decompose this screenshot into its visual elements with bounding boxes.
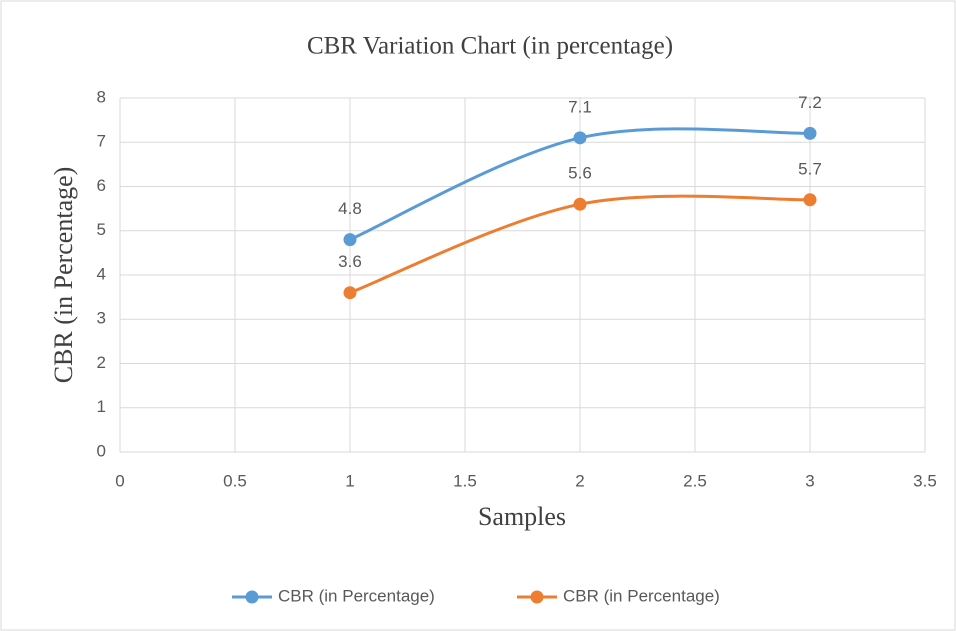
data-label: 3.6 [338, 252, 362, 271]
data-label: 4.8 [338, 199, 362, 218]
y-tick-label: 7 [97, 132, 106, 151]
x-axis-title: Samples [478, 502, 566, 531]
x-tick-label: 3.5 [913, 471, 937, 490]
x-tick-label: 2.5 [683, 471, 707, 490]
x-tick-label: 1 [345, 471, 354, 490]
data-label: 5.6 [568, 164, 592, 183]
data-point [343, 286, 357, 300]
y-tick-label: 2 [97, 353, 106, 372]
data-label: 5.7 [798, 159, 822, 178]
x-tick-label: 0 [115, 471, 124, 490]
data-point [573, 197, 587, 211]
y-tick-label: 6 [97, 176, 106, 195]
x-tick-label: 2 [575, 471, 584, 490]
data-point [803, 193, 817, 207]
chart-title: CBR Variation Chart (in percentage) [307, 33, 673, 60]
y-tick-label: 1 [97, 397, 106, 416]
data-point [573, 131, 587, 145]
y-tick-label: 4 [97, 264, 106, 283]
x-tick-label: 1.5 [453, 471, 477, 490]
y-tick-label: 8 [97, 87, 106, 106]
y-tick-label: 5 [97, 220, 106, 239]
data-point [803, 126, 817, 140]
legend-label: CBR (in Percentage) [278, 586, 435, 605]
x-tick-label: 3 [805, 471, 814, 490]
data-label: 7.1 [568, 97, 592, 116]
data-point [343, 233, 357, 247]
y-tick-label: 0 [97, 441, 106, 460]
x-tick-label: 0.5 [223, 471, 247, 490]
y-tick-label: 3 [97, 309, 106, 328]
legend-label: CBR (in Percentage) [563, 586, 720, 605]
y-axis-title: CBR (in Percentage) [49, 167, 78, 384]
data-label: 7.2 [798, 93, 822, 112]
legend-marker [530, 590, 544, 604]
legend-marker [245, 590, 259, 604]
